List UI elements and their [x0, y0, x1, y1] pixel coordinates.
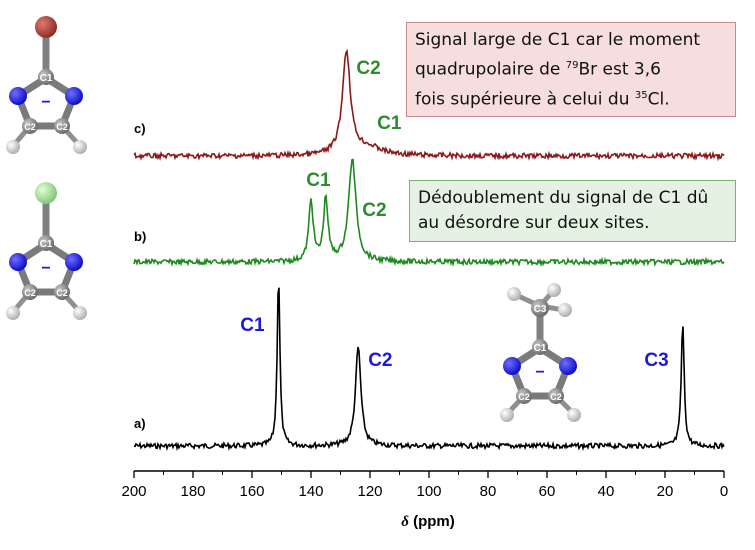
nitrogen-atom: [503, 357, 521, 375]
spectrum-trace-a: [133, 287, 725, 452]
nitrogen-atom: [65, 253, 83, 271]
atom-label-c1: C1: [40, 73, 53, 84]
peak-labels: C1 C2 C3 C1 C2 C2 C1: [240, 58, 668, 371]
carbon-atom: [531, 299, 549, 317]
x-tick-label: 180: [180, 483, 205, 500]
hydrogen-atom: [547, 283, 561, 297]
nitrogen-atom: [65, 87, 83, 105]
carbon-atom: [548, 388, 564, 404]
x-tick-label: 80: [480, 483, 497, 500]
nitrogen-atom: [9, 87, 27, 105]
x-tick-label: 140: [298, 483, 323, 500]
carbon-atom: [532, 339, 548, 355]
x-axis-label: δ (ppm): [401, 513, 455, 530]
charge-label: −: [41, 94, 50, 111]
x-tick-label: 100: [416, 483, 441, 500]
x-tick-label: 0: [720, 483, 728, 500]
carbon-atom: [38, 235, 54, 251]
series-label: a): [134, 416, 146, 431]
chlorine-atom: [35, 182, 57, 204]
atom-label-c2: C2: [56, 288, 68, 298]
annotation-box-b: Dédoublement du signal de C1 dû au désor…: [409, 180, 736, 242]
carbon-atom: [22, 118, 38, 134]
hydrogen-atom: [558, 303, 572, 317]
peak-label-c2: C2: [362, 200, 386, 221]
annotation-line: fois supérieure à celui du 35Cl.: [415, 89, 670, 110]
bromine-atom: [35, 16, 57, 38]
annotation-box-c: Signal large de C1 car le moment quadrup…: [406, 22, 736, 117]
carbon-atom: [54, 118, 70, 134]
series-label: c): [134, 121, 146, 136]
chloro-imidazolate-molecule: C1 C2 C2 −: [6, 182, 87, 320]
charge-label: −: [41, 260, 50, 277]
hydrogen-atom: [6, 306, 20, 320]
x-axis-symbol: δ: [401, 514, 409, 530]
charge-label: −: [535, 364, 544, 381]
x-axis-ticks: 200 180 160 140 120 100 80 60 40 20 0: [121, 471, 728, 500]
carbon-atom: [54, 284, 70, 300]
atom-label-c3: C3: [534, 304, 547, 315]
peak-label-c1: C1: [240, 315, 265, 336]
atom-label-c2: C2: [24, 288, 36, 298]
peak-label-c2: C2: [356, 58, 380, 79]
x-tick-label: 40: [598, 483, 615, 500]
annotation-line: Signal large de C1 car le moment: [415, 30, 701, 50]
hydrogen-atom: [507, 287, 521, 301]
peak-label-c1: C1: [377, 113, 402, 134]
x-tick-label: 160: [239, 483, 264, 500]
methyl-imidazolate-molecule: C3 C1 C2 C2 −: [500, 283, 581, 422]
x-axis-unit: (ppm): [409, 513, 455, 530]
spectra-traces: [133, 48, 725, 452]
hydrogen-atom: [500, 408, 514, 422]
spectrum-trace-b: [133, 158, 725, 268]
nitrogen-atom: [9, 253, 27, 271]
series-labels: a) b) c): [134, 121, 146, 431]
atom-label-c1: C1: [40, 239, 53, 250]
bromo-imidazolate-molecule: C1 C2 C2 −: [6, 16, 87, 154]
series-label: b): [134, 229, 146, 244]
hydrogen-atom: [6, 140, 20, 154]
x-tick-label: 200: [121, 483, 146, 500]
carbon-atom: [516, 388, 532, 404]
spectrum-trace-c: [133, 48, 725, 162]
x-axis: 200 180 160 140 120 100 80 60 40 20 0 δ (ppm): [121, 470, 728, 530]
nitrogen-atom: [559, 357, 577, 375]
x-tick-label: 60: [539, 483, 556, 500]
peak-label-c1: C1: [306, 170, 331, 191]
annotation-line: Dédoublement du signal de C1 dû: [418, 188, 709, 208]
carbon-atom: [22, 284, 38, 300]
peak-label-c3: C3: [644, 350, 668, 371]
x-tick-label: 120: [357, 483, 382, 500]
atom-label-c2: C2: [518, 392, 530, 402]
atom-label-c2: C2: [56, 122, 68, 132]
atom-label-c2: C2: [24, 122, 36, 132]
atom-label-c1: C1: [534, 343, 547, 354]
atom-label-c2: C2: [550, 392, 562, 402]
hydrogen-atom: [73, 140, 87, 154]
annotation-line: quadrupolaire de 79Br est 3,6: [415, 59, 661, 80]
annotation-line: au désordre sur deux sites.: [418, 213, 650, 233]
hydrogen-atom: [567, 408, 581, 422]
peak-label-c2: C2: [368, 350, 392, 371]
hydrogen-atom: [73, 306, 87, 320]
x-tick-label: 20: [657, 483, 674, 500]
carbon-atom: [38, 69, 54, 85]
